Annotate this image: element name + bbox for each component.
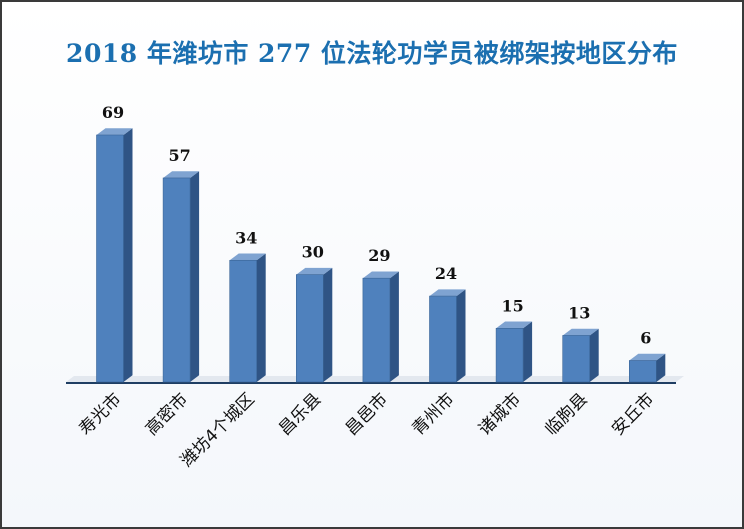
data-label: 34 (235, 228, 257, 247)
data-label: 6 (640, 329, 651, 348)
x-tick-label: 昌乐县 (275, 389, 325, 439)
bar-side (389, 271, 399, 382)
bar-top (362, 271, 399, 279)
bar-side (589, 328, 599, 382)
bar (162, 177, 191, 383)
x-tick-label: 诸城市 (475, 389, 525, 439)
bar-top (296, 267, 333, 275)
data-label: 13 (568, 303, 590, 322)
data-label: 24 (435, 264, 457, 283)
bar (96, 134, 124, 383)
bar (429, 295, 457, 383)
bar-top (629, 353, 666, 361)
bar-top (562, 328, 599, 336)
x-tick-label: 高密市 (142, 389, 192, 439)
bar-side (456, 289, 466, 382)
data-label: 30 (302, 243, 324, 262)
bar-side (656, 353, 666, 382)
bar-top (96, 128, 133, 135)
x-tick-label: 昌邑市 (342, 389, 392, 439)
bar-top (163, 171, 200, 178)
x-tick-label: 寿光市 (75, 389, 125, 439)
bar (495, 328, 524, 383)
data-label: 15 (501, 296, 523, 315)
x-tick-label: 临朐县 (542, 389, 592, 439)
chart-title: 2018 年潍坊市 277 位法轮功学员被绑架按地区分布 (66, 39, 678, 68)
bar (295, 274, 324, 383)
bar (362, 277, 391, 383)
bar-side (190, 171, 200, 382)
bar (562, 335, 591, 383)
bar-side (323, 267, 333, 382)
bar-side (523, 321, 533, 382)
data-label: 29 (368, 246, 390, 265)
bar-top (429, 289, 466, 297)
bar-top (229, 253, 266, 261)
x-tick-label: 安丘市 (608, 389, 658, 439)
bar (628, 360, 657, 383)
bar-top (496, 321, 533, 329)
x-tick-label: 青州市 (408, 389, 458, 439)
data-label: 69 (102, 103, 124, 122)
bar (229, 259, 257, 383)
bar-side (256, 253, 266, 382)
bar-side (123, 128, 133, 382)
data-label: 57 (168, 146, 190, 165)
